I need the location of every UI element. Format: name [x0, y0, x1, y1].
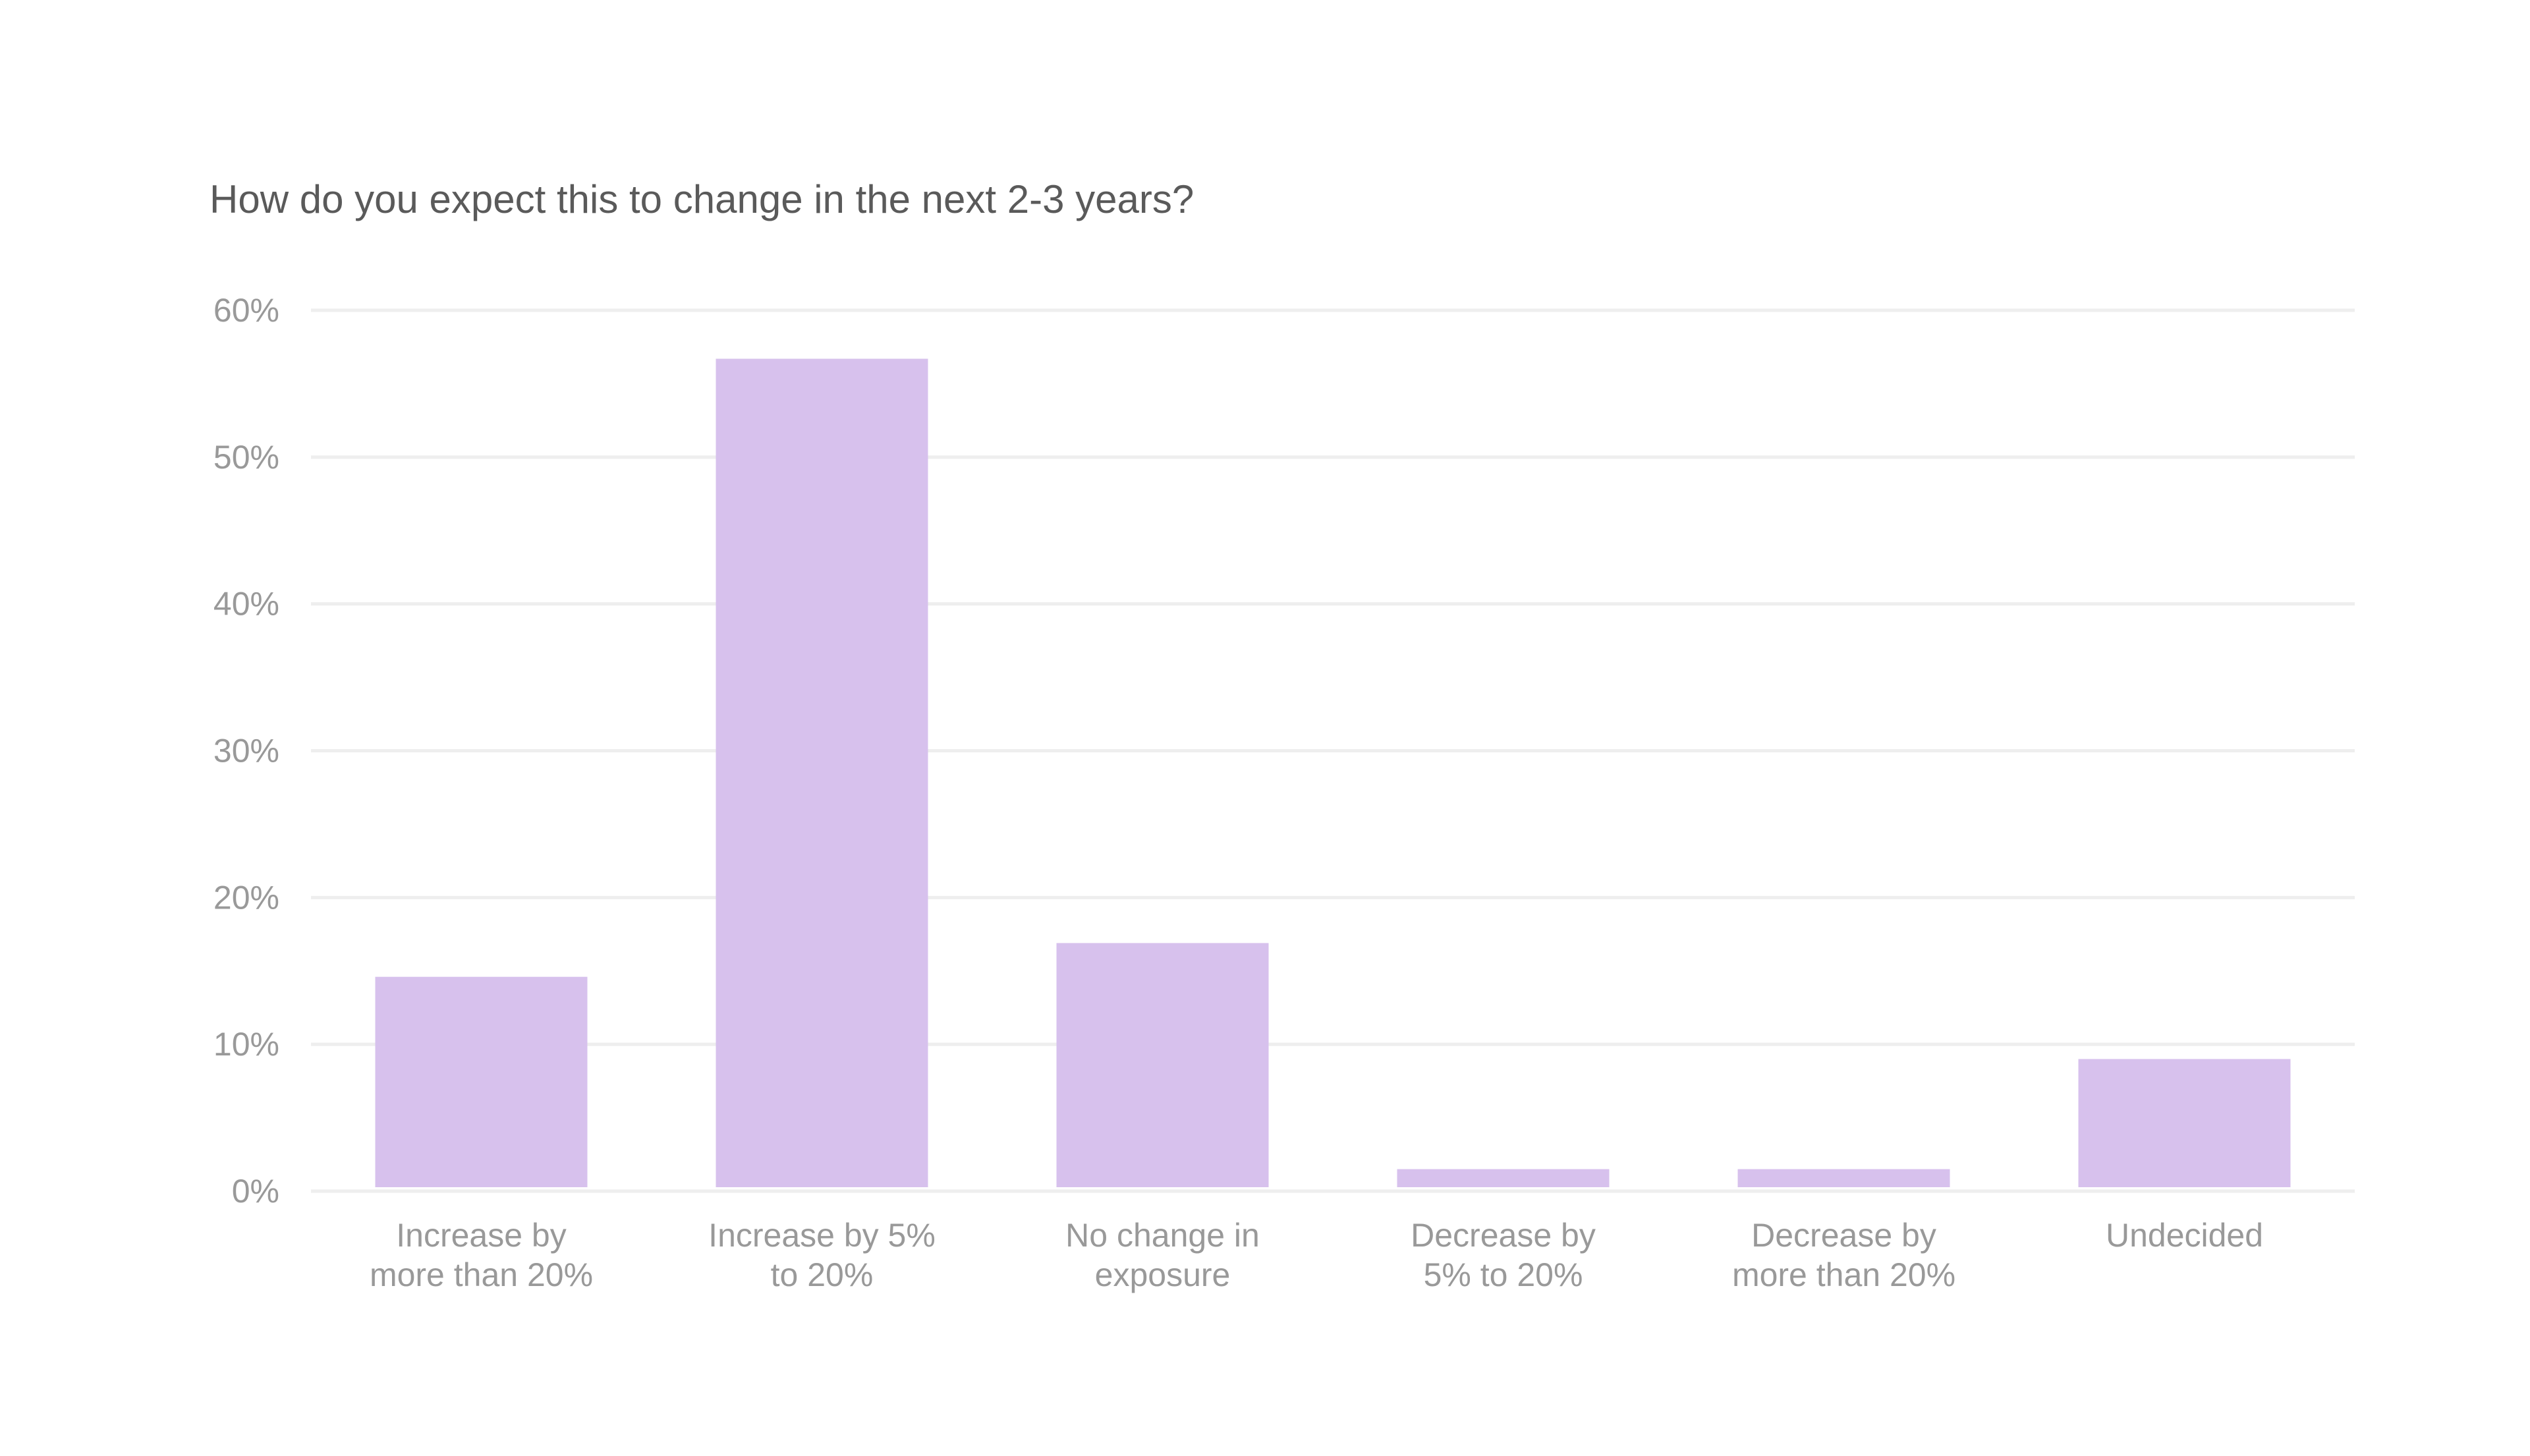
x-tick-label: Decrease by more than 20% [1732, 1217, 1955, 1293]
x-tick-label: Increase by more than 20% [370, 1217, 593, 1293]
x-tick-label: Undecided [2106, 1217, 2263, 1254]
bar [1056, 943, 1269, 1187]
y-tick-label: 50% [213, 439, 279, 476]
bar [375, 976, 588, 1187]
x-tick-label: Decrease by 5% to 20% [1411, 1217, 1596, 1293]
gridlines [311, 308, 2355, 1193]
y-tick-label: 30% [213, 733, 279, 770]
y-tick-label: 10% [213, 1026, 279, 1063]
y-tick-label: 0% [232, 1173, 279, 1210]
x-tick-label: No change in exposure [1065, 1217, 1260, 1293]
y-tick-label: 40% [213, 586, 279, 623]
bars [375, 358, 2291, 1188]
y-tick-label: 60% [213, 292, 279, 329]
y-axis-ticks: 0% 10% 20% 30% 40% 50% 60% [213, 292, 279, 1210]
bar [1737, 1169, 1950, 1187]
x-tick-label: Increase by 5% to 20% [708, 1217, 936, 1293]
bar [1397, 1169, 1610, 1187]
bar [2078, 1059, 2291, 1187]
x-axis-ticks: Increase by more than 20% Increase by 5% to… [370, 1217, 2263, 1293]
y-tick-label: 20% [213, 879, 279, 916]
bar [716, 358, 928, 1188]
chart-title: How do you expect this to change in the … [210, 177, 1195, 221]
